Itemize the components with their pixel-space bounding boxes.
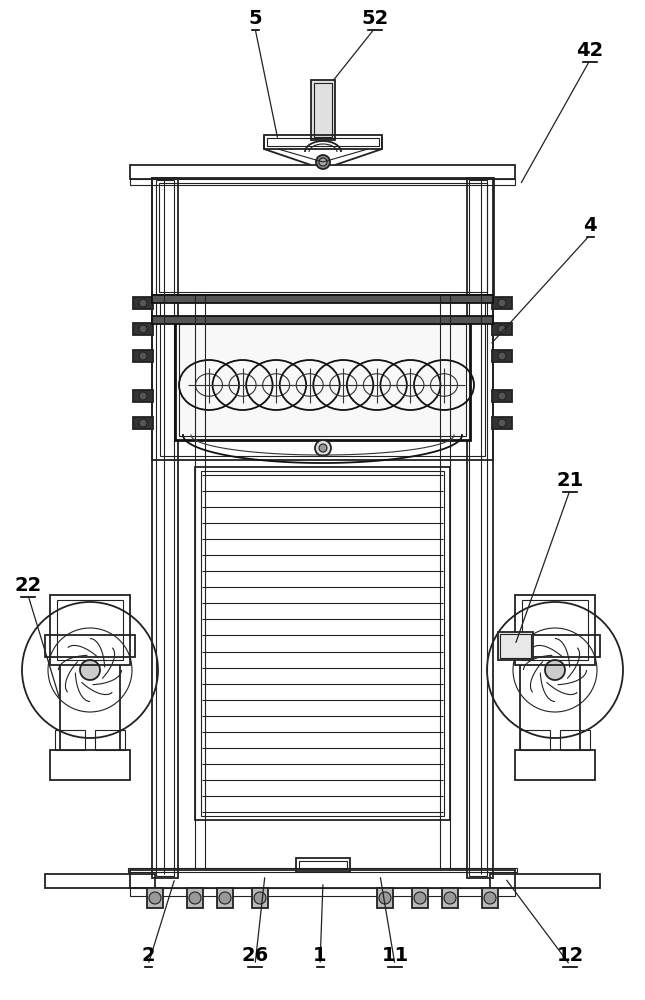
Bar [510,635,600,657]
Bar [311,80,335,140]
Bar [55,730,85,750]
Bar [252,888,268,908]
Bar [130,870,515,888]
Bar [217,888,233,908]
Circle shape [498,419,506,427]
Bar [490,874,600,888]
Bar [201,471,444,816]
Circle shape [484,892,496,904]
Circle shape [319,444,327,452]
Circle shape [444,892,456,904]
Bar [520,730,550,750]
Bar [50,750,130,780]
Bar [492,323,512,335]
Bar [187,888,203,908]
Bar [133,323,153,335]
Bar [159,183,487,292]
Bar [299,861,347,869]
Bar [57,600,123,660]
Bar [133,417,153,429]
Bar [296,858,350,872]
Text: 5: 5 [248,9,262,28]
Text: 52: 52 [361,9,389,28]
Bar [412,888,428,908]
Text: 1: 1 [313,946,327,965]
Bar [492,390,512,402]
Bar [133,390,153,402]
Bar [156,180,174,876]
Bar [442,888,458,908]
Circle shape [315,440,331,456]
Bar [492,350,512,362]
Bar [498,632,533,660]
Circle shape [139,352,147,360]
Bar [133,297,153,309]
Circle shape [498,392,506,400]
Text: 22: 22 [14,576,42,595]
Circle shape [414,892,426,904]
Bar [130,179,515,185]
Text: 26: 26 [241,946,268,965]
Bar [133,350,153,362]
Bar [128,868,517,872]
Circle shape [254,892,266,904]
Bar [152,178,178,878]
Circle shape [545,660,565,680]
Text: 12: 12 [557,946,584,965]
Text: 11: 11 [381,946,409,965]
Circle shape [149,892,161,904]
Bar [492,297,512,309]
Bar [175,320,470,440]
Bar [152,295,493,460]
Circle shape [139,392,147,400]
Bar [95,730,125,750]
Circle shape [139,419,147,427]
Bar [515,595,595,665]
Circle shape [379,892,391,904]
Circle shape [139,299,147,307]
Text: 4: 4 [583,216,597,235]
Circle shape [498,325,506,333]
Bar [147,888,163,908]
Bar [560,730,590,750]
Bar [314,83,332,137]
Bar [152,295,493,303]
Circle shape [319,158,327,166]
Circle shape [139,325,147,333]
Bar [50,595,130,665]
Circle shape [498,352,506,360]
Bar [195,467,450,820]
Bar [267,138,379,146]
Text: 42: 42 [577,41,604,60]
Bar [152,178,494,295]
Bar [130,888,515,896]
Bar [45,635,135,657]
Bar [467,178,493,878]
Bar [522,600,588,660]
Bar [160,299,485,456]
Bar [130,165,515,179]
Bar [264,135,382,149]
Bar [482,888,498,908]
Circle shape [189,892,201,904]
Text: 21: 21 [557,471,584,490]
Bar [152,316,493,324]
Circle shape [498,299,506,307]
Bar [500,634,531,658]
Circle shape [219,892,231,904]
Circle shape [80,660,100,680]
Bar [492,417,512,429]
Text: 2: 2 [141,946,155,965]
Bar [515,750,595,780]
Bar [377,888,393,908]
Circle shape [316,155,330,169]
Bar [469,180,487,876]
Bar [179,324,466,436]
Bar [45,874,155,888]
